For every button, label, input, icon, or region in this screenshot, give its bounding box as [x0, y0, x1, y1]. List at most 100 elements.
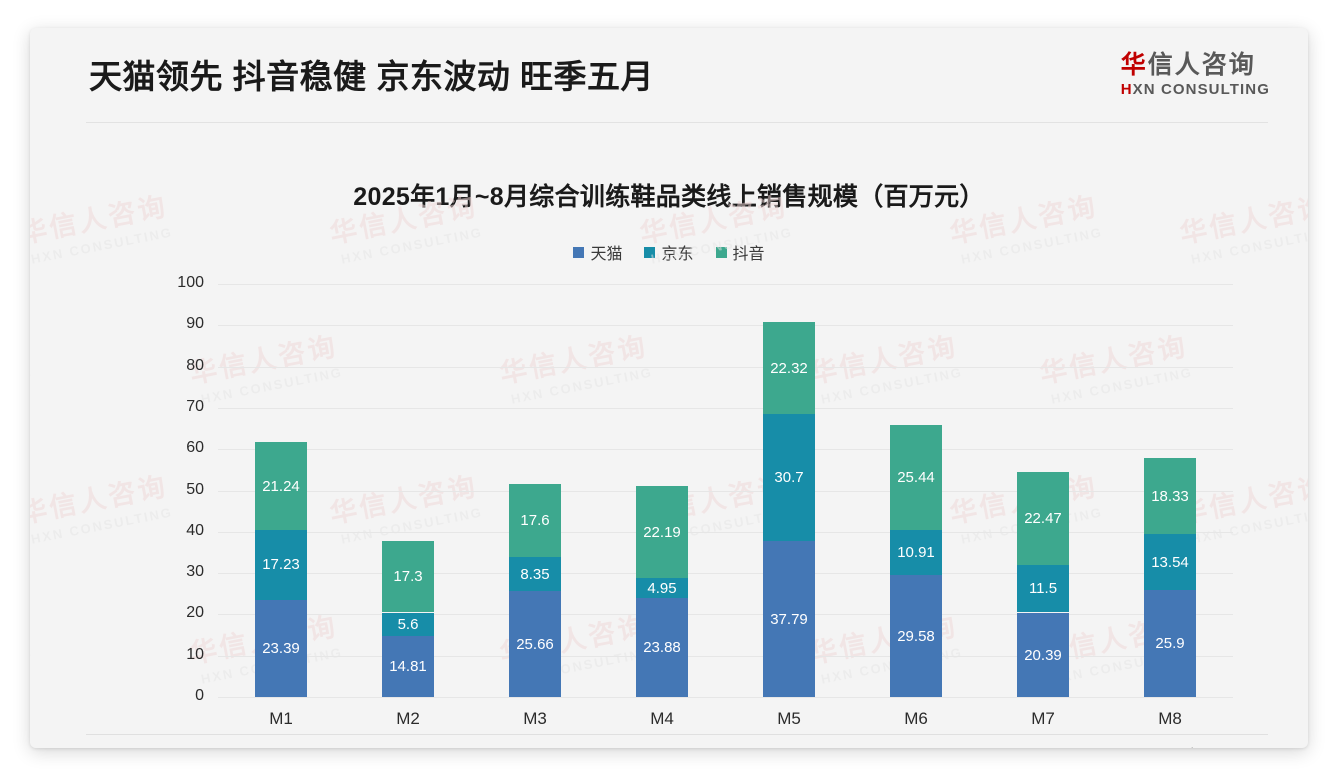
y-axis-tick-label: 90: [186, 315, 204, 332]
bar-value-label: 25.44: [897, 469, 935, 486]
bar-segment-抖音-M3[interactable]: 17.6: [509, 484, 561, 557]
brand-logo-chinese-red: 华: [1120, 51, 1148, 79]
bar-group-M4: 23.88 4.95 22.19: [636, 28, 688, 697]
brand-logo: 华信人咨询 HXN CONSULTING: [1121, 50, 1270, 100]
bar-value-label: 4.95: [647, 579, 677, 597]
bar-value-label: 30.7: [774, 469, 804, 486]
gridline: [218, 284, 1233, 285]
brand-logo-chinese: 华信人咨询: [1121, 50, 1270, 80]
bar-segment-天猫-M1[interactable]: 23.39: [255, 600, 307, 697]
bar-segment-抖音-M8[interactable]: 18.33: [1144, 458, 1196, 534]
bar-value-label: 21.24: [262, 477, 300, 495]
x-axis-tick-label: M8: [1158, 709, 1182, 728]
bar-value-label: 18.33: [1151, 487, 1189, 505]
brand-logo-chinese-rest: 信人咨询: [1147, 51, 1256, 79]
bar-value-label: 17.6: [520, 512, 550, 529]
bar-segment-京东-M1[interactable]: 17.23: [255, 529, 307, 600]
gridline: [218, 614, 1233, 615]
bar-value-label: 13.54: [1151, 553, 1189, 571]
legend-label: 天猫: [590, 246, 623, 263]
bar-value-label: 17.3: [393, 568, 423, 585]
bar-segment-天猫-M8[interactable]: 25.9: [1144, 590, 1196, 697]
brand-logo-english: HXN CONSULTING: [1121, 80, 1270, 100]
y-axis-tick-label: 30: [186, 563, 204, 580]
chart-plot-area: 100 90 80 70 60 50 40 30 20 10 0 23.39 17.23 21.24 M1 1…: [30, 28, 1308, 748]
footer-website[interactable]: www.hxrcon.com: [1160, 745, 1258, 748]
bar-segment-京东-M6[interactable]: 10.91: [890, 530, 942, 575]
legend-swatch-icon: [573, 246, 585, 258]
bar-segment-京东-M5[interactable]: 30.7: [763, 414, 815, 541]
bar-value-label: 14.81: [389, 658, 427, 675]
bar-group-M8: 25.9 13.54 18.33: [1144, 28, 1196, 697]
legend-item-天猫[interactable]: 天猫: [573, 240, 622, 264]
bar-group-M1: 23.39 17.23 21.24: [255, 28, 307, 697]
x-axis-tick-label: M6: [904, 709, 928, 728]
gridline: [218, 325, 1233, 326]
bar-segment-天猫-M4[interactable]: 23.88: [636, 598, 688, 697]
bar-value-label: 10.91: [897, 544, 935, 561]
gridline: [218, 408, 1233, 409]
legend-swatch-icon: [644, 246, 656, 258]
gridline: [218, 573, 1233, 574]
x-axis-tick-label: M3: [523, 709, 547, 728]
x-axis-tick-label: M5: [777, 709, 801, 728]
bar-segment-天猫-M5[interactable]: 37.79: [763, 541, 815, 697]
bar-group-M2: 14.81 5.6 17.3: [382, 28, 434, 697]
bar-group-M7: 20.39 11.5 22.47: [1017, 28, 1069, 697]
bar-value-label: 20.39: [1024, 646, 1062, 664]
y-axis-tick-label: 70: [186, 398, 204, 415]
bar-segment-抖音-M6[interactable]: 25.44: [890, 425, 942, 530]
bar-group-M5: 37.79 30.7 22.32: [763, 28, 815, 697]
y-axis-tick-label: 20: [186, 604, 204, 621]
footer-divider: [86, 734, 1268, 735]
gridline: [218, 367, 1233, 368]
bar-value-label: 25.9: [1155, 635, 1185, 652]
bar-group-M6: 29.58 10.91 25.44: [890, 28, 942, 697]
gridline: [218, 449, 1233, 450]
bar-segment-天猫-M2[interactable]: 14.81: [382, 636, 434, 697]
bar-segment-京东-M4[interactable]: 4.95: [636, 578, 688, 598]
bar-segment-京东-M3[interactable]: 8.35: [509, 557, 561, 591]
y-axis-tick-label: 50: [186, 481, 204, 498]
legend-item-抖音[interactable]: 抖音: [715, 240, 765, 264]
bar-segment-京东-M8[interactable]: 13.54: [1144, 534, 1196, 590]
bar-segment-天猫-M6[interactable]: 29.58: [890, 575, 942, 697]
bar-segment-抖音-M5[interactable]: 22.32: [763, 322, 815, 414]
bar-value-label: 25.66: [516, 635, 554, 653]
header: 天猫领先 抖音稳健 京东波动 旺季五月 华信人咨询 HXN CONSULTING: [30, 28, 1308, 122]
gridline: [218, 532, 1233, 533]
bar-segment-京东-M2[interactable]: 5.6: [382, 613, 434, 636]
legend-item-京东[interactable]: 京东: [644, 240, 694, 264]
bar-segment-京东-M7[interactable]: 11.5: [1017, 565, 1069, 612]
y-axis-tick-label: 80: [186, 357, 204, 374]
bar-segment-天猫-M7[interactable]: 20.39: [1017, 613, 1069, 697]
legend-swatch-icon: [715, 246, 727, 258]
legend-label: 京东: [661, 246, 694, 263]
page-title: 天猫领先 抖音稳健 京东波动 旺季五月: [89, 58, 655, 95]
x-axis-tick-label: M4: [650, 709, 674, 728]
chart-title: 2025年1月~8月综合训练鞋品类线上销售规模（百万元）: [353, 183, 985, 211]
bar-segment-抖音-M4[interactable]: 22.19: [636, 486, 688, 578]
bar-value-label: 5.6: [397, 616, 419, 633]
bar-value-label: 17.23: [262, 556, 300, 573]
bar-segment-抖音-M7[interactable]: 22.47: [1017, 472, 1069, 565]
bar-segment-抖音-M1[interactable]: 21.24: [255, 442, 307, 530]
chart-legend: 天猫 京东 抖音: [30, 240, 1308, 264]
x-axis-tick-label: M2: [396, 709, 420, 728]
bar-value-label: 23.39: [262, 640, 300, 657]
gridline: [218, 491, 1233, 492]
gridline: [218, 697, 1233, 698]
header-divider: [86, 122, 1268, 123]
x-axis-tick-label: M7: [1031, 709, 1055, 728]
bar-value-label: 8.35: [520, 565, 550, 583]
bar-value-label: 22.19: [643, 523, 681, 541]
bar-value-label: 37.79: [770, 610, 808, 628]
brand-logo-english-rest: XN CONSULTING: [1132, 81, 1270, 98]
bar-group-M3: 25.66 8.35 17.6: [509, 28, 561, 697]
y-axis-tick-label: 100: [177, 274, 204, 291]
legend-label: 抖音: [732, 246, 765, 263]
bar-segment-天猫-M3[interactable]: 25.66: [509, 591, 561, 697]
bar-value-label: 22.32: [770, 359, 808, 377]
x-axis-tick-label: M1: [269, 709, 293, 728]
bar-segment-抖音-M2[interactable]: 17.3: [382, 541, 434, 612]
